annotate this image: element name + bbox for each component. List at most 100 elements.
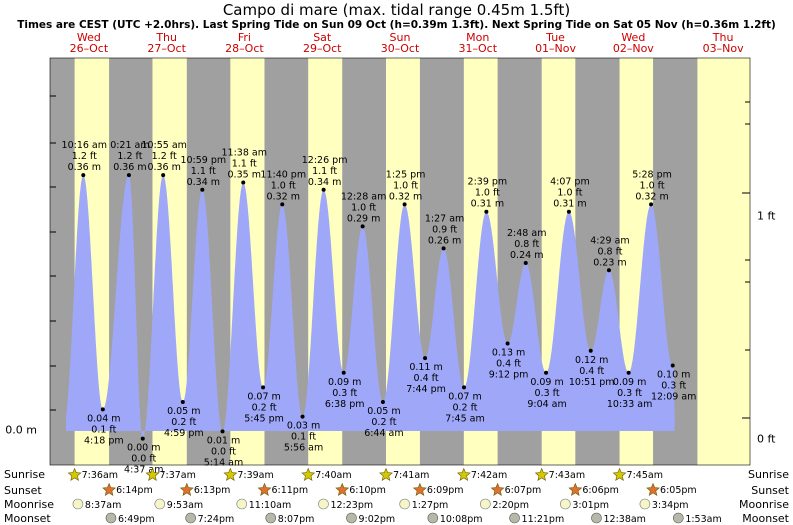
tide-label-line: 0.32 m [635, 191, 668, 202]
tide-label-line: 0.8 ft [597, 246, 622, 257]
sunrise-icon [223, 467, 238, 481]
sunset-time: 6:11pm [271, 485, 308, 496]
day-label: Thu [155, 31, 177, 44]
sunrise-time: 7:39am [237, 470, 273, 481]
sunset-time: 6:05pm [660, 485, 697, 496]
tide-label-line: 0.1 ft [291, 432, 316, 443]
tide-label-line: 0.01 m [207, 435, 240, 446]
tide-label-line: 4:37 am [124, 465, 163, 476]
date-label: 31–Oct [459, 42, 498, 55]
tide-label-line: 0.0 ft [131, 454, 156, 465]
sunset-icon [646, 482, 660, 496]
tide-label-line: 0.1 ft [91, 424, 116, 435]
tide-point [341, 370, 346, 375]
sunset-icon [102, 482, 117, 496]
tide-point [588, 348, 593, 353]
high-tide-label: 11:40 pm1.0 ft0.32 m [260, 169, 306, 202]
tide-point [321, 187, 326, 192]
tide-point [670, 363, 675, 368]
tide-point [606, 268, 611, 273]
high-tide-label: 2:48 am0.8 ft0.24 m [507, 228, 546, 261]
row-label-left: Moonset [4, 512, 51, 525]
sunset-time: 6:10pm [349, 485, 386, 496]
moonrise-icon [639, 498, 651, 510]
tide-label-line: 0.00 m [127, 443, 160, 454]
date-label: 27–Oct [147, 42, 186, 55]
moonset-time: 7:24pm [198, 514, 235, 525]
moonset-icon [185, 512, 196, 524]
moonrise-icon [480, 498, 491, 510]
sunrise-time: 7:41am [393, 470, 429, 481]
tide-label-line: 12:28 am [341, 191, 386, 202]
tide-label-line: 11:38 am [222, 147, 267, 158]
moonrise-time: 11:10am [249, 500, 291, 511]
moonrise-time: 9:53am [167, 500, 203, 511]
moonset-time: 11:21pm [522, 514, 565, 525]
tide-label-line: 0.0 ft [211, 446, 236, 457]
tide-label-line: 0.04 m [87, 413, 120, 424]
row-label-left: Sunrise [4, 468, 45, 481]
date-label: 29–Oct [303, 42, 342, 55]
sunrise-time: 7:37am [159, 470, 195, 481]
tide-label-line: 1.1 ft [232, 158, 257, 169]
tide-label-line: 6:38 pm [325, 399, 365, 410]
tide-label-line: 1.0 ft [640, 180, 665, 191]
day-label: Tue [545, 31, 565, 44]
day-label: Fri [238, 31, 251, 44]
tide-label-line: 0.34 m [308, 177, 341, 188]
tide-label-line: 0.36 m [113, 162, 146, 173]
tide-label-line: 1.2 ft [72, 151, 97, 162]
tide-point [180, 400, 185, 405]
tide-label-line: 0.3 ft [617, 388, 642, 399]
sunrise-time: 7:36am [82, 470, 118, 481]
high-tide-label: 4:29 am0.8 ft0.23 m [590, 235, 629, 268]
tide-label-line: 2:39 pm [468, 177, 508, 188]
moonset-icon [105, 512, 117, 524]
high-tide-label: 0:21 am1.2 ft0.36 m [110, 140, 149, 173]
moonset-icon [673, 512, 684, 524]
moonset-icon [265, 512, 277, 524]
moonrise-time: 3:34pm [652, 500, 689, 511]
tide-label-line: 0.2 ft [171, 417, 196, 428]
tide-label-line: 0.35 m [228, 169, 261, 180]
tide-point [402, 202, 407, 207]
low-tide-label: 0.09 m0.3 ft9:04 am [527, 377, 566, 410]
tide-label-line: 0.9 ft [432, 224, 457, 235]
date-label: 30–Oct [381, 42, 420, 55]
tide-point [566, 209, 571, 214]
tide-label-line: 5:28 pm [632, 169, 672, 180]
tide-label-line: 10:33 am [607, 399, 652, 410]
tide-label-line: 10:59 pm [180, 155, 226, 166]
low-tide-label: 0.07 m0.2 ft7:45 am [445, 391, 484, 424]
tide-point [126, 173, 131, 178]
low-tide-label: 0.11 m0.4 ft7:44 pm [406, 362, 446, 395]
tide-point [140, 436, 145, 441]
tide-label-line: 5:56 am [284, 443, 323, 454]
date-label: 01–Nov [535, 42, 576, 55]
moonrise-icon [399, 498, 410, 510]
sunrise-icon [301, 467, 316, 481]
moonset-icon [591, 512, 602, 524]
tide-label-line: 1.1 ft [191, 166, 216, 177]
tide-label-line: 0.2 ft [371, 417, 396, 428]
sunrise-icon [534, 467, 549, 481]
tide-label-line: 0.29 m [347, 213, 380, 224]
tide-label-line: 0.09 m [613, 377, 646, 388]
moonset-time: 1:53am [685, 514, 721, 525]
high-tide-label: 10:55 am1.2 ft0.36 m [141, 140, 186, 173]
tide-label-line: 4:29 am [590, 235, 629, 246]
tide-label-line: 9:12 pm [489, 369, 529, 380]
tide-label-line: 1:25 pm [386, 169, 426, 180]
sunrise-time: 7:43am [549, 470, 585, 481]
high-tide-label: 1:27 am0.9 ft0.26 m [425, 213, 464, 246]
moonrise-icon [236, 498, 248, 510]
moonset-time: 10:08pm [440, 514, 483, 525]
tide-point [649, 202, 654, 207]
moonrise-icon [72, 498, 84, 510]
low-tide-label: 0.05 m0.2 ft4:59 pm [164, 406, 204, 439]
tide-label-line: 0.24 m [510, 250, 543, 261]
tide-label-line: 0.34 m [187, 177, 220, 188]
tide-label-line: 1.0 ft [393, 180, 418, 191]
